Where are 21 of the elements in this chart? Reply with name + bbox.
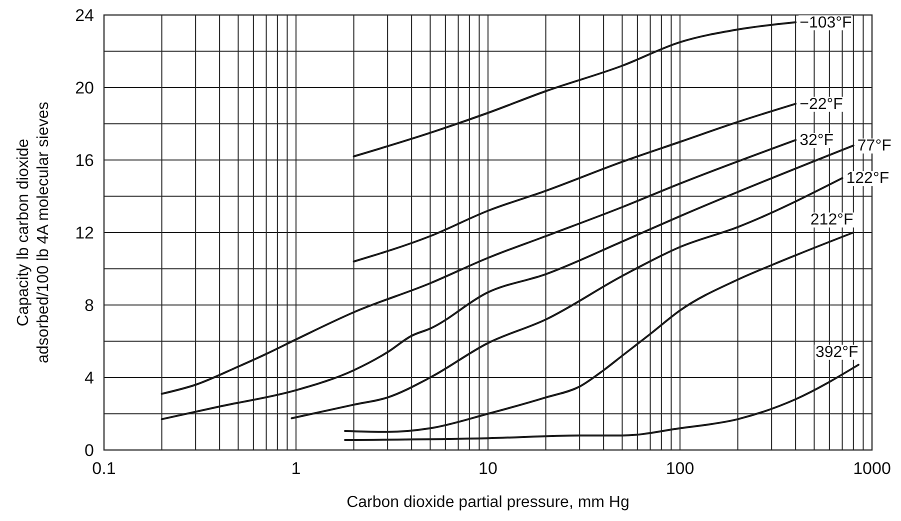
y-axis-title: Capacity lb carbon dioxide adsorbed/100 lb 4A molecular sieves [15,102,52,364]
y-tick-label: 12 [75,224,94,242]
x-tick-label: 0.1 [92,459,116,478]
series-label: 32°F [800,132,834,150]
x-tick-label: 10 [478,459,498,478]
x-axis-title: Carbon dioxide partial pressure, mm Hg [346,494,630,511]
series-label: 212°F [810,212,854,228]
x-tick-label: 1000 [853,459,891,478]
series-label: −22°F [800,96,844,113]
y-tick-label: 4 [84,368,94,388]
y-tick-label: 24 [75,6,94,25]
y-tick-label: 16 [75,151,94,170]
series-label: 122°F [846,170,890,188]
y-tick-label: 20 [75,78,94,98]
series-label: 392°F [815,344,859,361]
y-tick-label: 8 [84,296,94,315]
x-tick-label: 100 [666,459,694,478]
series-label: 77°F [857,138,892,154]
series-label: −103°F [800,14,852,32]
x-tick-label: 1 [291,459,301,478]
y-tick-label: 0 [84,441,94,460]
